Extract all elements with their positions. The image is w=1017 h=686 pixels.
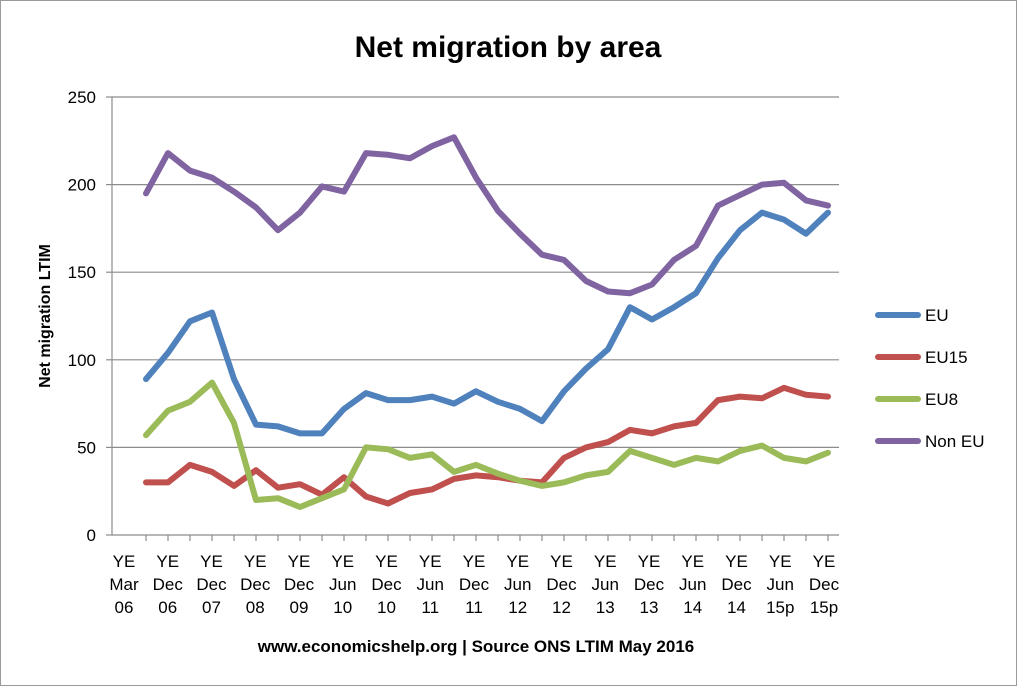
x-tick-label: YE Dec 09 (284, 552, 315, 617)
y-tick-label: 200 (68, 176, 96, 195)
y-tick-label: 150 (68, 263, 96, 282)
x-tick-label: YE Jun 14 (679, 552, 706, 617)
series-line-eu8 (143, 379, 831, 510)
x-tick-labels: YE Mar 06 YE Dec 06 YE Dec 07 YE Dec 08 YE Dec 09 YE Jun… (109, 552, 839, 617)
y-tick-label: 50 (77, 438, 96, 457)
y-tick-label: 0 (87, 526, 96, 545)
legend-label-non-eu: Non EU (925, 432, 985, 451)
series-line-non-eu (143, 134, 831, 297)
x-tick-label: YE Dec 07 (196, 552, 227, 617)
gridlines (106, 96, 839, 536)
chart-title: Net migration by area (355, 31, 662, 64)
legend-label-eu8: EU8 (925, 390, 958, 409)
x-tick-label: YE Dec 12 (546, 552, 577, 617)
series-line-eu (143, 209, 831, 437)
x-tick-label: YE Jun 11 (417, 552, 444, 617)
x-tick-label: YE Dec 08 (240, 552, 271, 617)
x-tick-label: YE Dec 06 (153, 552, 184, 617)
x-tick-label: YE Mar 06 (109, 552, 139, 617)
axes (111, 97, 839, 541)
x-tick-label: YE Dec 11 (459, 552, 490, 617)
x-tick-label: YE Dec 14 (721, 552, 752, 617)
series-line-eu15 (143, 384, 831, 507)
legend-label-eu: EU (925, 306, 949, 325)
y-tick-label: 250 (68, 88, 96, 107)
x-tick-label: YE Jun 12 (504, 552, 531, 617)
footer-source: www.economicshelp.org | Source ONS LTIM … (257, 637, 694, 656)
x-tick-label: YE Dec 15p (809, 552, 840, 617)
x-tick-label: YE Dec 13 (634, 552, 665, 617)
legend-label-eu15: EU15 (925, 348, 968, 367)
x-tick-label: YE Jun 13 (592, 552, 619, 617)
x-tick-label: YE Jun 15p (766, 552, 794, 617)
x-tick-label: YE Jun 10 (329, 552, 356, 617)
y-tick-labels: 0 50 100 150 200 250 (68, 88, 96, 545)
y-tick-label: 100 (68, 351, 96, 370)
x-tick-label: YE Dec 10 (371, 552, 402, 617)
y-axis-label: Net migration LTIM (37, 244, 54, 388)
legend: EU EU15 EU8 Non EU (875, 306, 985, 451)
series-lines (143, 134, 831, 510)
